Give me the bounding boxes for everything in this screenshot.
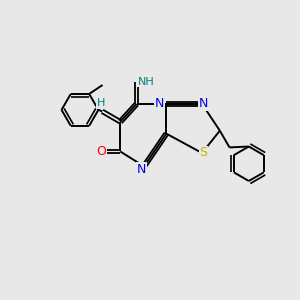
Text: N: N [199, 98, 208, 110]
Text: H: H [97, 98, 105, 108]
Text: N: N [137, 163, 146, 176]
Text: N: N [155, 98, 164, 110]
Text: S: S [200, 146, 208, 160]
Text: NH: NH [138, 76, 154, 87]
Text: O: O [96, 145, 106, 158]
